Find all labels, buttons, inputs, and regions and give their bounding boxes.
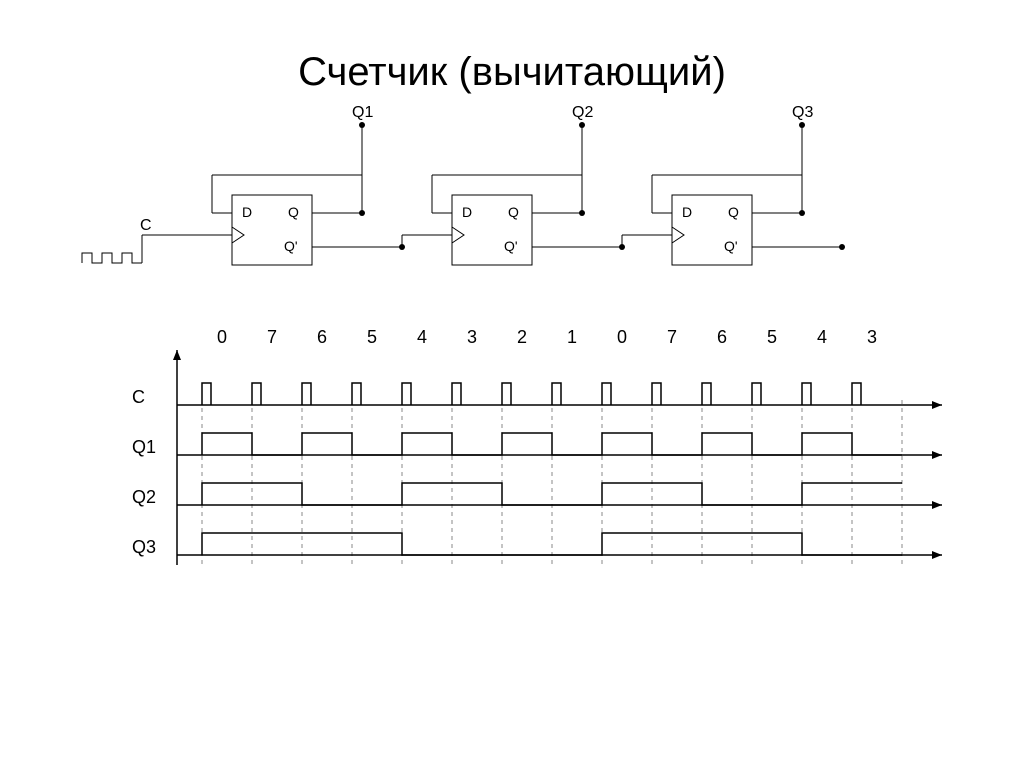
waveform-C <box>202 383 861 405</box>
count-number: 6 <box>317 327 327 347</box>
count-number: 0 <box>217 327 227 347</box>
ff-d-label: D <box>682 204 692 220</box>
count-number: 4 <box>817 327 827 347</box>
count-number: 5 <box>767 327 777 347</box>
clock-source: C <box>82 217 232 263</box>
signal-label: Q2 <box>132 487 156 507</box>
timing-diagram-group: 0 7 6 5 4 3 2 1 0 7 6 5 4 3 C Q1 Q2 Q3 <box>132 327 942 565</box>
count-number: 0 <box>617 327 627 347</box>
count-number: 2 <box>517 327 527 347</box>
count-number: 5 <box>367 327 377 347</box>
ff-qn-label: Q' <box>504 238 518 254</box>
signal-label: Q3 <box>132 537 156 557</box>
flipflop-1: D Q Q' <box>232 195 312 265</box>
flipflop-2: D Q Q' <box>452 195 532 265</box>
ff-qn-label: Q' <box>724 238 738 254</box>
ff-q-label: Q <box>288 204 299 220</box>
waveform-Q2 <box>202 483 902 505</box>
baseline-arrow <box>932 451 942 459</box>
ff-q-label: Q <box>728 204 739 220</box>
count-number: 1 <box>567 327 577 347</box>
count-number: 3 <box>867 327 877 347</box>
count-number: 3 <box>467 327 477 347</box>
ff-q-label: Q <box>508 204 519 220</box>
baseline-arrow <box>932 551 942 559</box>
count-number: 7 <box>267 327 277 347</box>
q2-label: Q2 <box>572 104 593 121</box>
waveform-Q1 <box>202 433 902 455</box>
baseline-arrow <box>932 501 942 509</box>
ff-qn-label: Q' <box>284 238 298 254</box>
signal-label: Q1 <box>132 437 156 457</box>
circuit-schematic: C D Q Q' Q1 <box>82 104 845 265</box>
diagram-svg: C D Q Q' Q1 <box>62 95 962 695</box>
count-number: 4 <box>417 327 427 347</box>
y-axis-arrow <box>173 350 181 360</box>
flipflop-3: D Q Q' <box>672 195 752 265</box>
count-number: 6 <box>717 327 727 347</box>
page-title: Счетчик (вычитающий) <box>0 0 1024 95</box>
q3-label: Q3 <box>792 104 813 121</box>
baseline-arrow <box>932 401 942 409</box>
ff-d-label: D <box>462 204 472 220</box>
ff-d-label: D <box>242 204 252 220</box>
signal-label: C <box>132 387 145 407</box>
q1-label: Q1 <box>352 104 373 121</box>
clock-label: C <box>140 217 152 234</box>
count-number: 7 <box>667 327 677 347</box>
